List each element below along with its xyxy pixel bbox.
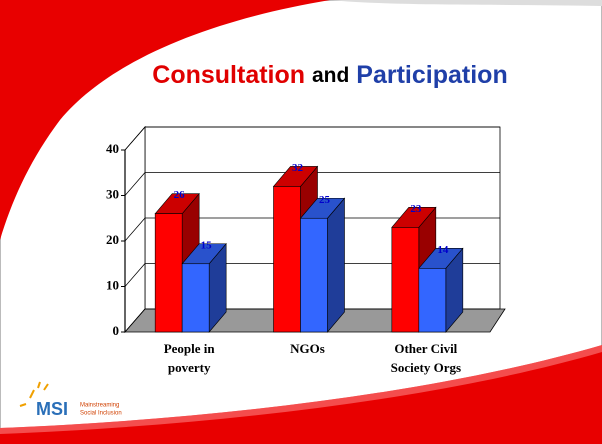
value-label: 26 [174,189,186,201]
grid-line [124,308,500,333]
y-tick-label: 10 [106,277,119,292]
title-word: Participation [356,61,507,89]
bar [181,263,210,333]
grid-line [124,217,500,242]
bar [154,213,183,333]
logo-text: MSI [36,399,68,419]
x-tick-label: NGOs [290,341,325,356]
title-word: Consultation [152,61,305,89]
bar [273,186,301,333]
bar [418,267,447,333]
value-label: 15 [201,239,213,251]
logo-tagline: Mainstreaming [80,403,119,409]
swoosh-top-shade [0,0,602,6]
swoosh-top [0,0,330,240]
value-label: 32 [292,162,304,174]
logo-tagline: Social Inclusion [80,411,122,417]
value-label: 25 [319,194,331,206]
y-tick-label: 40 [106,141,119,156]
grid-line [124,126,500,151]
logo-rays [19,381,49,407]
y-tick-label: 20 [106,232,119,247]
title-word: and [312,64,349,87]
bar [391,227,420,333]
logo: MSI Mainstreaming Social Inclusion [19,381,122,419]
grid-line [124,263,500,287]
x-tick-label: Other Civil [394,341,457,356]
bar-side [327,197,345,333]
y-tick-label: 0 [113,323,120,338]
bar [300,217,328,333]
chart-title: Consultation and Participation [152,61,507,89]
x-tick-label: Society Orgs [391,360,461,375]
x-tick-label: People in [164,341,216,356]
value-label: 23 [410,203,422,215]
y-tick-label: 30 [106,186,119,201]
grid-line [124,172,500,196]
x-tick-label: poverty [168,360,211,375]
value-label: 14 [437,244,449,256]
